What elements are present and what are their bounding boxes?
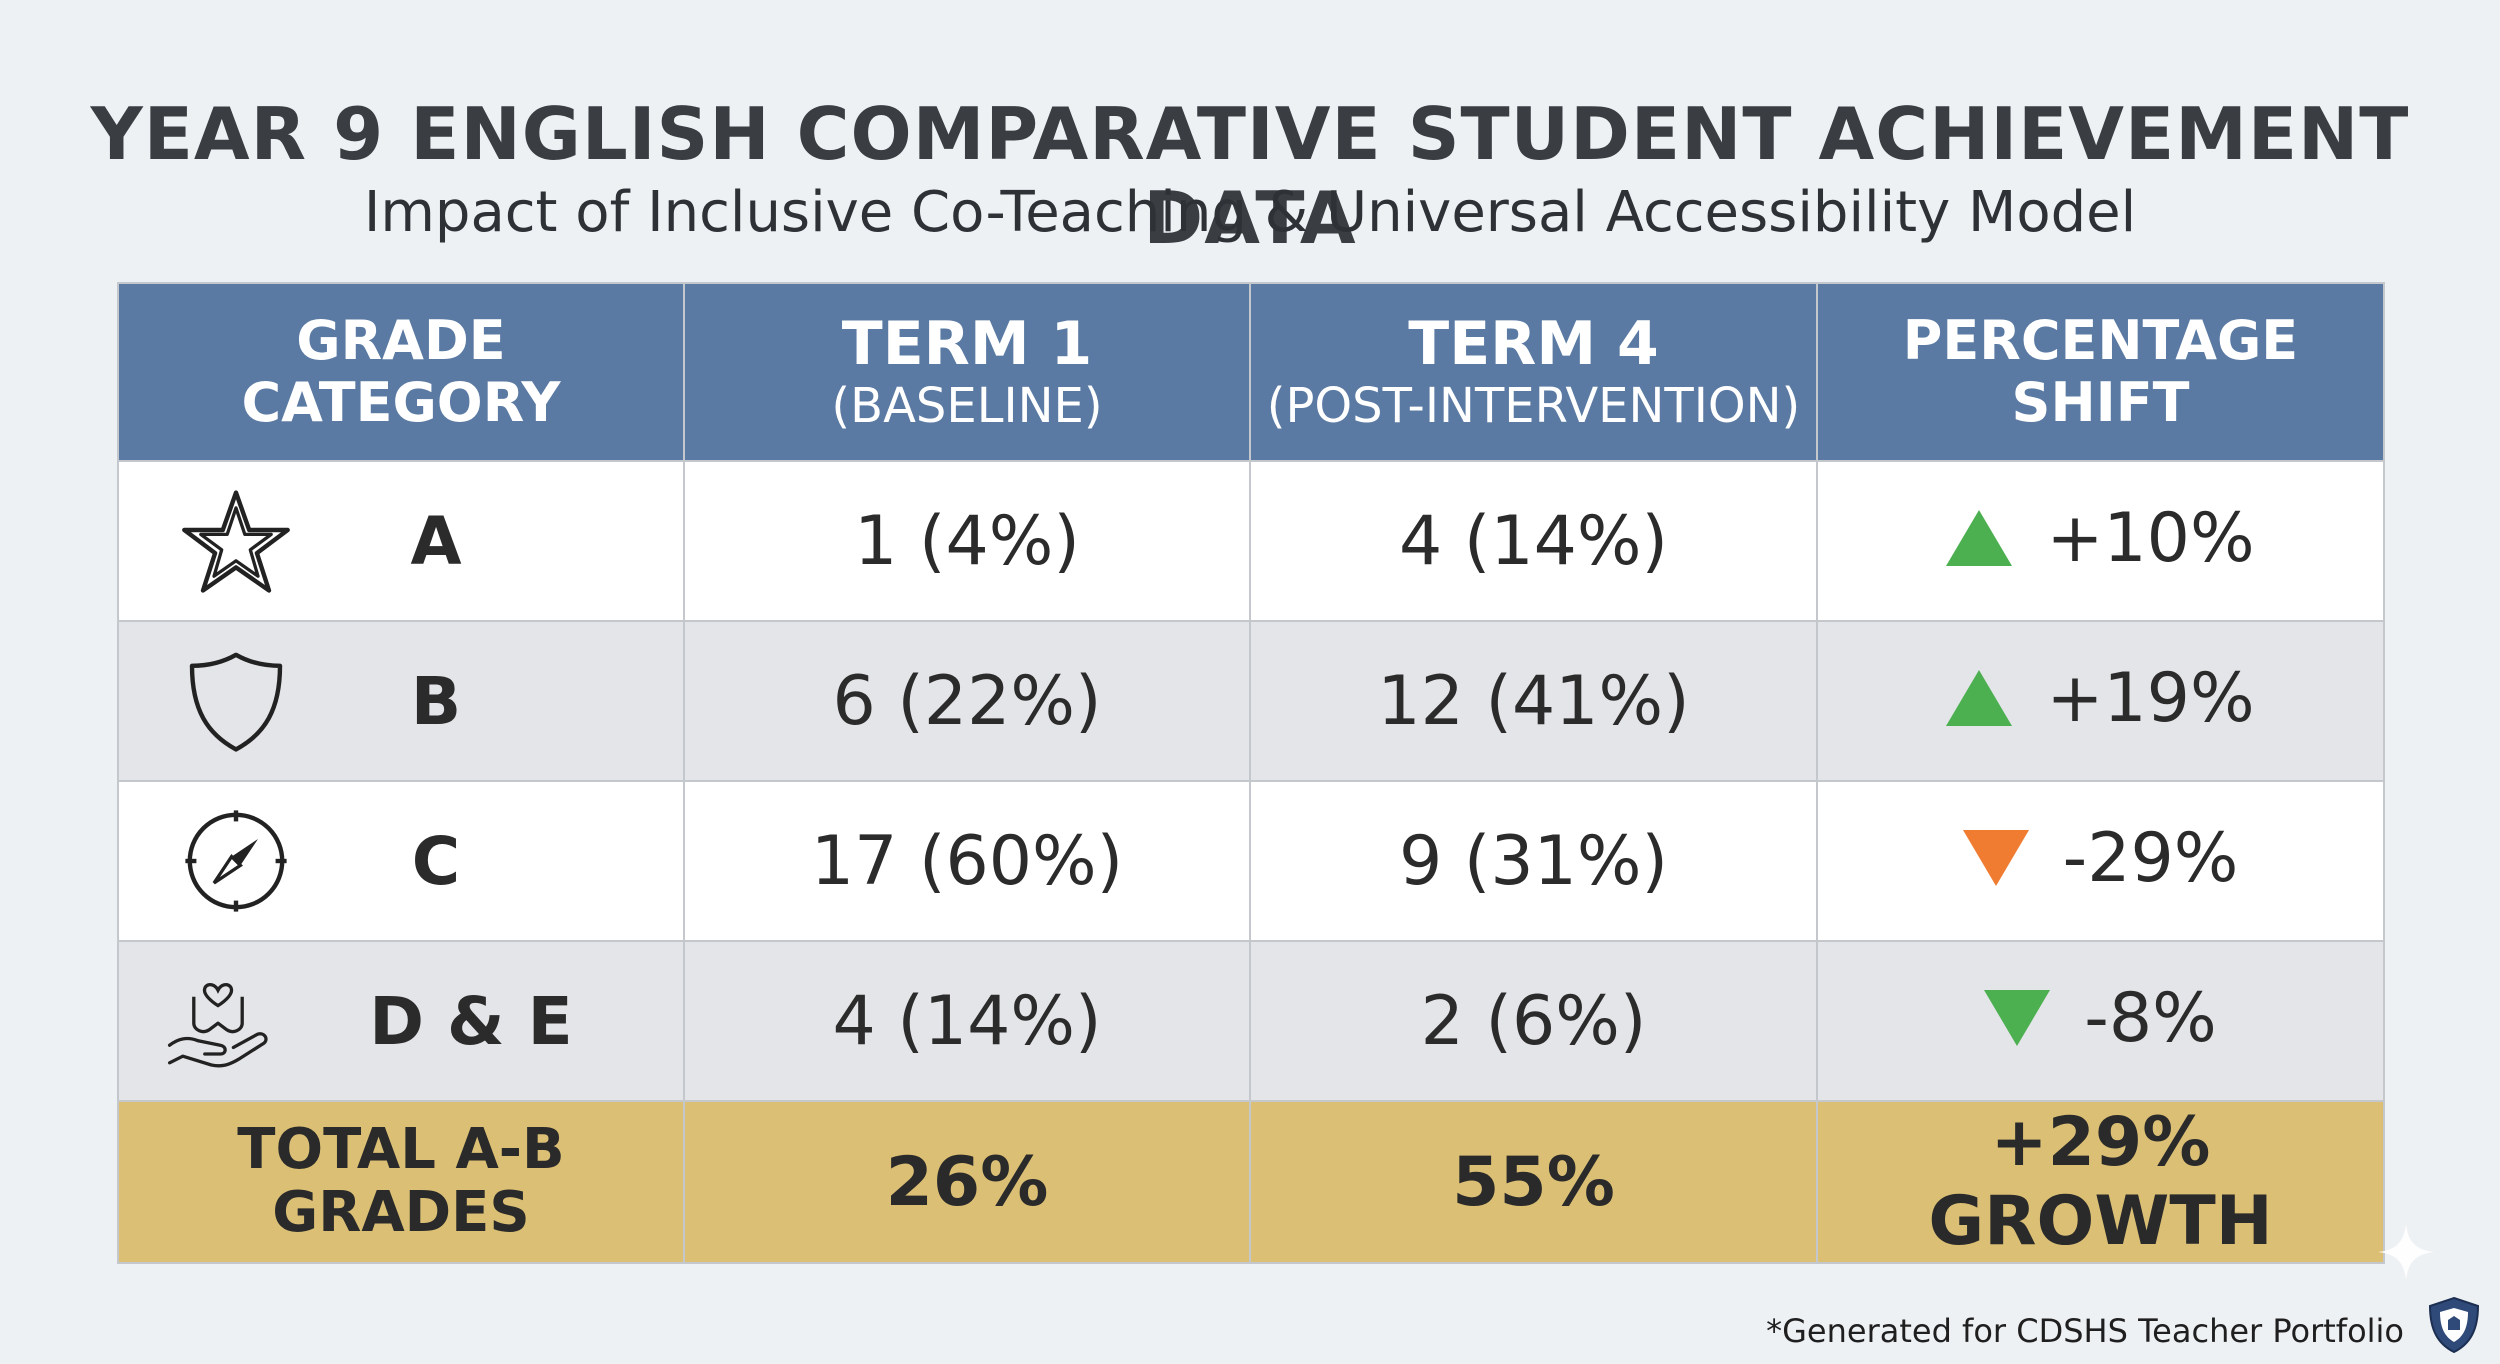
- term1-cell: 6 (22%): [683, 620, 1251, 782]
- total-term1: 26%: [683, 1100, 1251, 1264]
- shift-cell: +19%: [1816, 620, 2385, 782]
- shift-cell: +10%: [1816, 460, 2385, 622]
- term1-cell: 17 (60%): [683, 780, 1251, 942]
- hands-heart-icon: [167, 983, 268, 1068]
- shift-value: +10%: [2046, 498, 2255, 578]
- term1-cell: 1 (4%): [683, 460, 1251, 622]
- table-row: B 6 (22%) 12 (41%) +19%: [117, 620, 2385, 782]
- achievement-table: GRADE CATEGORY TERM 1 (BASELINE) TERM 4 …: [117, 282, 2385, 1264]
- header-grade-category: GRADE CATEGORY: [117, 282, 685, 462]
- term1-cell: 4 (14%): [683, 940, 1251, 1102]
- header-term4: TERM 4 (POST-INTERVENTION): [1249, 282, 1818, 462]
- grade-cell: A: [117, 460, 685, 622]
- shift-cell: -29%: [1816, 780, 2385, 942]
- sparkle-icon: [2378, 1224, 2434, 1280]
- crest-logo-icon: [2428, 1296, 2480, 1354]
- page-subtitle: Impact of Inclusive Co-Teaching & Univer…: [363, 180, 2137, 245]
- shift-value: -8%: [2084, 978, 2217, 1058]
- grade-label: D & E: [369, 982, 573, 1060]
- header-term1: TERM 1 (BASELINE): [683, 282, 1251, 462]
- header-term4-label: TERM 4: [1408, 308, 1659, 379]
- total-term4: 55%: [1249, 1100, 1818, 1264]
- table-row: D & E 4 (14%) 2 (6%) -8%: [117, 940, 2385, 1102]
- grade-label: A: [410, 502, 462, 580]
- term4-cell: 2 (6%): [1249, 940, 1818, 1102]
- header-term1-sub: (BASELINE): [831, 377, 1103, 434]
- total-label-cell: TOTAL A-B GRADES: [117, 1100, 685, 1264]
- footer-note: *Generated for CDSHS Teacher Portfolio: [1766, 1312, 2404, 1350]
- shift-value: +19%: [2046, 658, 2255, 738]
- page-title: YEAR 9 ENGLISH COMPARATIVE STUDENT ACHIE…: [90, 92, 2410, 260]
- up-arrow-icon: [1946, 670, 2013, 727]
- header-term1-label: TERM 1: [841, 308, 1093, 379]
- total-label: TOTAL A-B GRADES: [237, 1117, 565, 1245]
- grade-cell: B: [117, 620, 685, 782]
- header-term4-sub: (POST-INTERVENTION): [1266, 377, 1801, 434]
- star-icon: [182, 490, 290, 593]
- grade-label: B: [410, 662, 462, 740]
- grade-cell: D & E: [117, 940, 685, 1102]
- grade-label: C: [411, 822, 461, 900]
- total-row: TOTAL A-B GRADES 26% 55% +29% GROWTH: [117, 1100, 2385, 1264]
- shift-value: -29%: [2062, 818, 2239, 898]
- term4-cell: 9 (31%): [1249, 780, 1818, 942]
- header-shift-label: PERCENTAGE SHIFT: [1902, 308, 2299, 434]
- compass-icon: [185, 810, 287, 912]
- term4-cell: 12 (41%): [1249, 620, 1818, 782]
- header-percentage-shift: PERCENTAGE SHIFT: [1816, 282, 2385, 462]
- down-arrow-icon: [1962, 830, 2029, 887]
- table-row: C 17 (60%) 9 (31%) -29%: [117, 780, 2385, 942]
- header-row: GRADE CATEGORY TERM 1 (BASELINE) TERM 4 …: [117, 282, 2385, 462]
- header-grade-label: GRADE CATEGORY: [241, 308, 561, 434]
- table-row: A 1 (4%) 4 (14%) +10%: [117, 460, 2385, 622]
- term4-cell: 4 (14%): [1249, 460, 1818, 622]
- total-shift: +29% GROWTH: [1816, 1100, 2385, 1264]
- shield-icon: [189, 652, 283, 752]
- grade-cell: C: [117, 780, 685, 942]
- down-arrow-icon: [1984, 990, 2051, 1047]
- shift-cell: -8%: [1816, 940, 2385, 1102]
- up-arrow-icon: [1946, 510, 2013, 567]
